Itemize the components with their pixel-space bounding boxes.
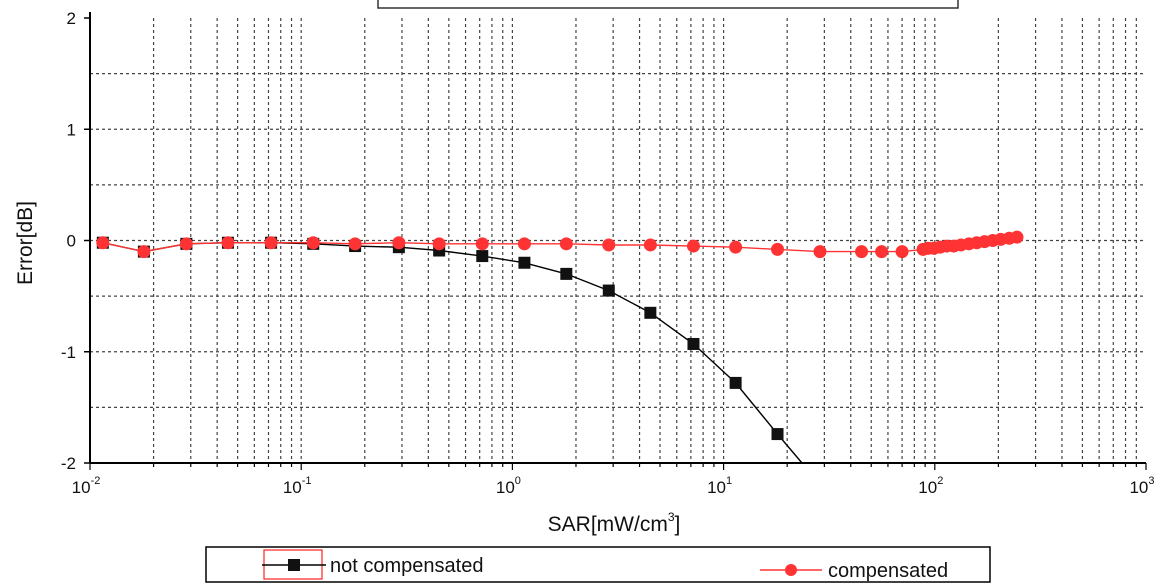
- x-tick-label-base: 10: [72, 478, 91, 497]
- axes: [89, 12, 1146, 464]
- data-point: [895, 245, 909, 259]
- data-point: [518, 256, 531, 269]
- data-point: [602, 284, 615, 297]
- data-point: [559, 237, 573, 251]
- title-box-remnant: [377, 0, 959, 9]
- y-tick-label: -1: [61, 343, 76, 362]
- data-point: [560, 267, 573, 280]
- data-point: [348, 237, 362, 251]
- y-axis-title: Error[dB]: [14, 201, 37, 285]
- legend: not compensated compensated: [205, 546, 991, 583]
- x-tick-label: 101: [707, 475, 732, 497]
- y-tick-label: 1: [67, 120, 76, 139]
- x-tick-label-base: 10: [283, 478, 302, 497]
- x-tick-label-exponent: 0: [515, 475, 521, 487]
- data-point: [1010, 230, 1024, 244]
- data-point: [432, 237, 446, 251]
- series-compensated: [96, 230, 1024, 259]
- series: [96, 230, 1024, 464]
- ticks: 210-1-210-2 10-1 100 101 102 103: [61, 9, 1155, 497]
- x-tick-label-exponent: 3: [1148, 475, 1154, 487]
- x-tick-label-exponent: -1: [302, 475, 312, 487]
- x-axis-title-main: SAR[mW/cm: [548, 513, 668, 536]
- legend-marker-compensated: [785, 564, 797, 576]
- data-point: [643, 238, 657, 252]
- data-point: [729, 240, 743, 254]
- x-axis-title: SAR[mW/cm3]: [548, 510, 681, 536]
- legend-marker-not-compensated: [288, 559, 300, 571]
- data-point: [855, 245, 869, 259]
- data-point: [813, 245, 827, 259]
- legend-label-not-compensated: not compensated: [330, 555, 483, 577]
- x-tick-label-base: 10: [707, 478, 726, 497]
- data-point: [771, 242, 785, 256]
- x-tick-label-base: 10: [1129, 478, 1148, 497]
- x-tick-label: 102: [918, 475, 943, 497]
- x-tick-label-exponent: -2: [91, 475, 101, 487]
- data-point: [221, 236, 235, 250]
- x-axis-title-end: ]: [675, 513, 681, 536]
- data-point: [771, 428, 784, 441]
- data-point: [392, 236, 406, 250]
- x-tick-label: 10-2: [72, 475, 101, 497]
- data-point: [96, 236, 110, 250]
- x-tick-label-base: 10: [496, 478, 515, 497]
- data-point: [875, 245, 889, 259]
- data-point: [476, 250, 489, 263]
- data-point: [264, 236, 278, 250]
- y-tick-label: 2: [67, 9, 76, 28]
- data-point: [602, 238, 616, 252]
- data-point: [306, 236, 320, 250]
- y-tick-label: -2: [61, 454, 76, 473]
- data-point: [644, 306, 657, 319]
- x-tick-label: 100: [496, 475, 521, 497]
- data-point: [686, 239, 700, 253]
- y-tick-label: 0: [67, 232, 76, 251]
- data-point: [729, 376, 742, 389]
- legend-label-compensated: compensated: [828, 560, 948, 582]
- x-tick-label-base: 10: [918, 478, 937, 497]
- legend-box: [205, 546, 991, 583]
- x-tick-label-exponent: 1: [726, 475, 732, 487]
- x-tick-label: 10-1: [283, 475, 312, 497]
- data-point: [475, 237, 489, 251]
- x-tick-label: 103: [1129, 475, 1154, 497]
- data-point: [179, 237, 193, 251]
- data-point: [517, 237, 531, 251]
- x-axis-title-superscript: 3: [668, 510, 675, 524]
- data-point: [137, 245, 151, 259]
- data-point: [687, 337, 700, 350]
- x-tick-label-exponent: 2: [937, 475, 943, 487]
